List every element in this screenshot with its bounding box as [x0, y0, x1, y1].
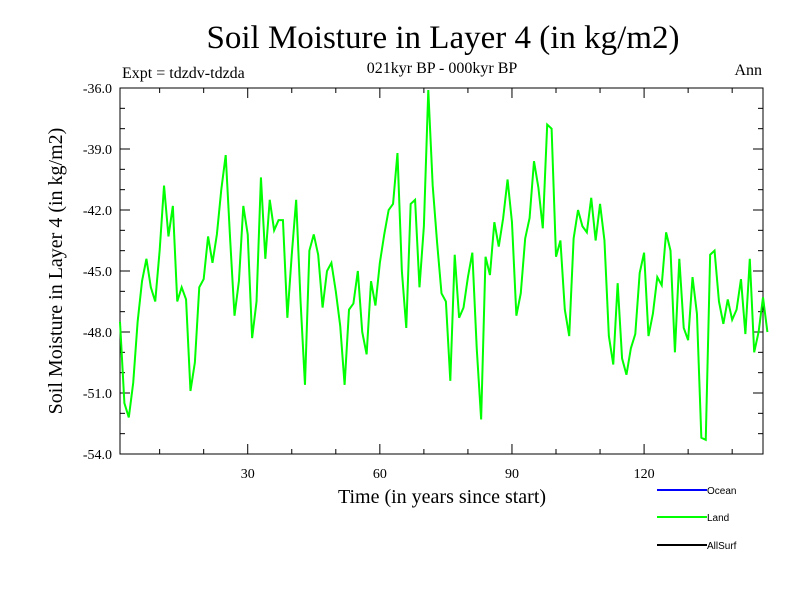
land-series-line	[119, 89, 769, 442]
y-axis-label: Soil Moisture in Layer 4 (in kg/m2)	[45, 128, 67, 415]
x-tick-label: 30	[241, 467, 255, 482]
plot-frame	[119, 87, 764, 455]
y-axis-ticks: -54.0 -51.0 -48.0 -45.0 -42.0 -39.0 -36.0	[83, 82, 763, 463]
experiment-label: Expt = tdzdv-tdzda	[122, 65, 245, 82]
legend-land-label: Land	[707, 513, 729, 524]
y-tick-label: -45.0	[83, 265, 112, 280]
y-tick-label: -39.0	[83, 143, 112, 158]
legend-allsurf-label: AllSurf	[707, 541, 737, 552]
y-tick-label: -48.0	[83, 326, 112, 341]
chart-subtitle: 021kyr BP - 000kyr BP	[367, 60, 518, 77]
x-axis-label: Time (in years since start)	[338, 486, 546, 508]
y-tick-label: -51.0	[83, 387, 112, 402]
legend-ocean-label: Ocean	[707, 486, 736, 497]
x-tick-label: 60	[373, 467, 387, 482]
plot-area: 30 60 90 120 -54.0 -51.0 -48.0 -45.0 -42.0 -39.0…	[83, 82, 769, 482]
chart-title: Soil Moisture in Layer 4 (in kg/m2)	[207, 20, 680, 56]
legend-item-land: Land	[657, 513, 729, 524]
y-tick-label: -36.0	[83, 82, 112, 97]
legend: Ocean Land AllSurf	[657, 486, 737, 552]
legend-item-ocean: Ocean	[657, 486, 736, 497]
x-tick-label: 120	[634, 467, 655, 482]
x-tick-label: 90	[505, 467, 519, 482]
y-tick-label: -54.0	[83, 448, 112, 463]
season-label: Ann	[734, 62, 762, 79]
x-axis-ticks: 30 60 90 120	[159, 88, 733, 482]
legend-item-allsurf: AllSurf	[657, 541, 737, 552]
y-tick-label: -42.0	[83, 204, 112, 219]
